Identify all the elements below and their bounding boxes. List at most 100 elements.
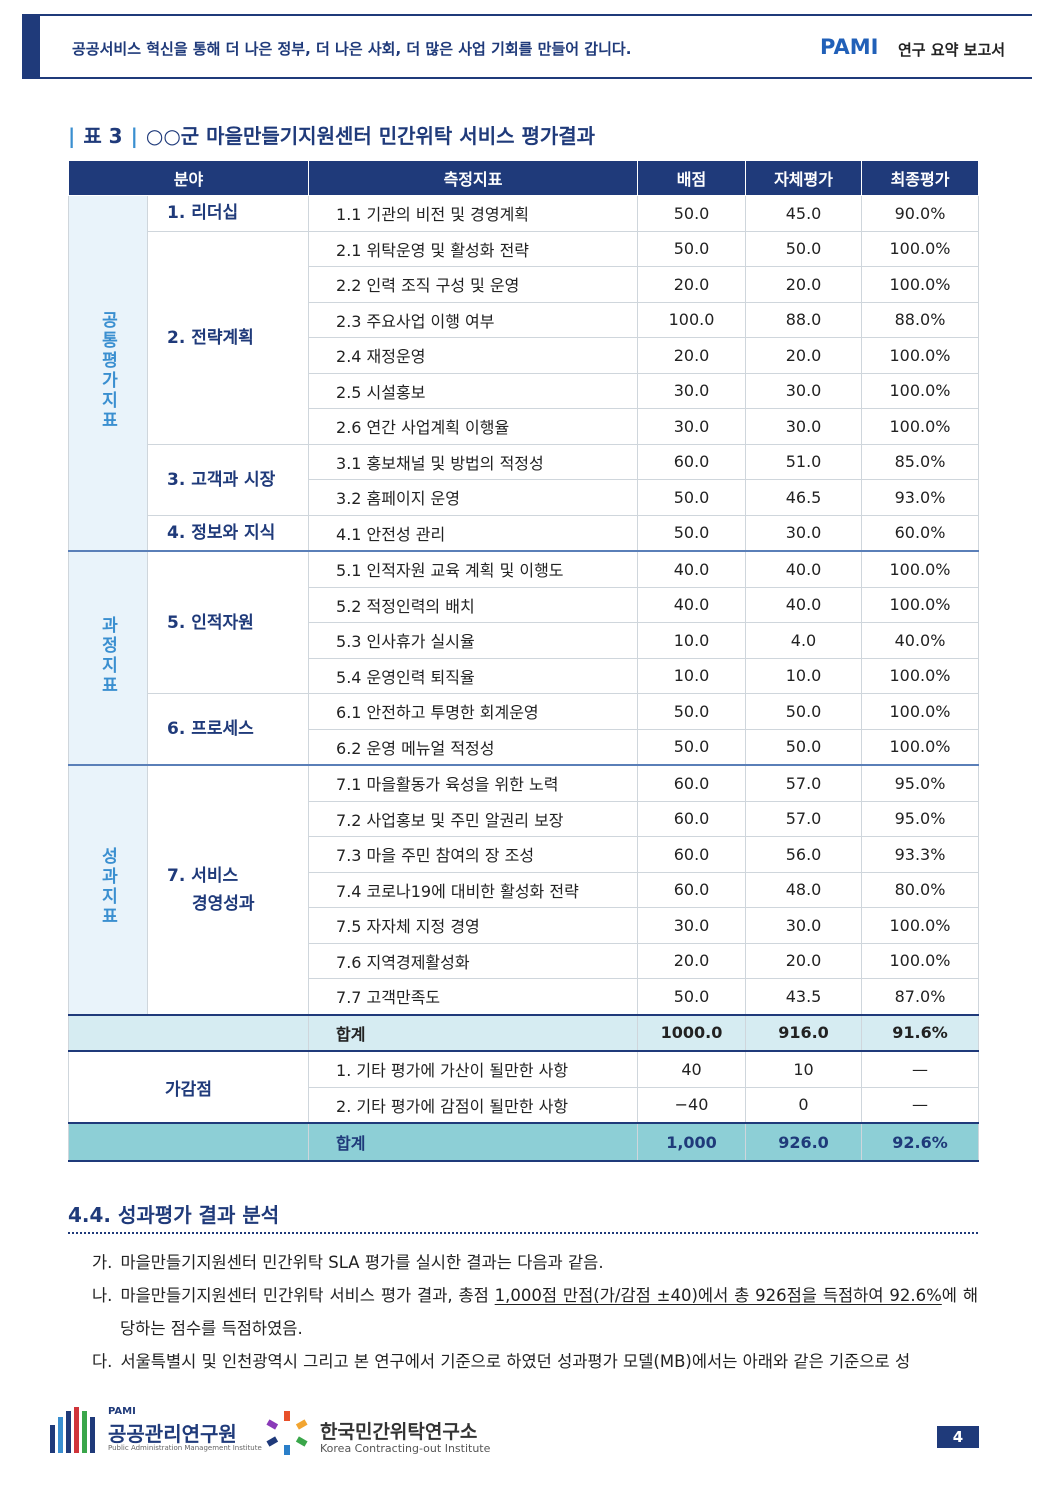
area-cell: 6. 프로세스 <box>146 693 310 766</box>
score: 50.0 <box>637 978 747 1015</box>
score: 100.0% <box>861 907 980 944</box>
indicator: 2.4 재정운영 <box>308 337 639 374</box>
total-row: 합계 1,000 926.0 92.6% <box>67 1122 980 1162</box>
table-row: 5.3 인사휴가 실시율 10.0 4.0 40.0% <box>69 622 980 659</box>
indicator: 5.2 적정인력의 배치 <box>308 586 639 623</box>
indicator: 5.1 인적자원 교육 계획 및 이행도 <box>308 550 639 588</box>
column-header: 분야 <box>67 160 310 196</box>
table-row: 5.2 적정인력의 배치 40.0 40.0 100.0% <box>69 586 980 623</box>
score: 30.0 <box>745 907 863 944</box>
score: 100.0% <box>861 408 980 445</box>
score: 40.0 <box>745 550 863 588</box>
list-marker: 나. <box>92 1286 113 1305</box>
score: 90.0% <box>861 195 980 232</box>
table-row: 공통평가지표 1. 리더십 1.1 기관의 비전 및 경영계획 50.0 45.0 90.… <box>68 195 980 552</box>
table-row: 7.3 마을 주민 참여의 장 조성 60.0 56.0 93.3% <box>69 836 980 873</box>
total-row: 합계 1000.0 916.0 91.6% <box>67 1013 980 1052</box>
total-label: 합계 <box>308 1122 639 1162</box>
score: 40.0 <box>745 586 863 623</box>
score: 50.0 <box>745 230 863 267</box>
indicator: 7.6 지역경제활성화 <box>308 942 639 979</box>
score: 50.0 <box>637 479 747 516</box>
score: 95.0% <box>861 764 980 802</box>
score: 10.0 <box>637 657 747 694</box>
indicator: 2. 기타 평가에 감점이 될만한 사항 <box>308 1086 639 1124</box>
section-heading: 4.4. 성과평가 결과 분석 <box>68 1203 280 1227</box>
table-title: | 표 3 | ○○군 마을만들기지원센터 민간위탁 서비스 평가결과 <box>68 120 595 149</box>
area-cell: 7. 서비스 경영성과 <box>146 764 310 1015</box>
table-row: 2.4 재정운영 20.0 20.0 100.0% <box>69 337 980 374</box>
score: 100.0% <box>861 337 980 374</box>
total-value: 1000.0 <box>637 1013 747 1052</box>
section-cell: 공통평가지표 <box>68 195 148 552</box>
score: 60.0 <box>637 800 747 837</box>
score: 50.0 <box>637 728 747 766</box>
score: 100.0% <box>861 942 980 979</box>
score: 50.0 <box>745 728 863 766</box>
page-number: 4 <box>937 1426 979 1448</box>
indicator: 6.2 운영 메뉴얼 적정성 <box>308 728 639 766</box>
score: 93.3% <box>861 836 980 873</box>
paragraph: 가. 마을만들기지원센터 민간위탁 SLA 평가를 실시한 결과는 다음과 같음. <box>68 1246 978 1279</box>
score: 50.0 <box>637 230 747 267</box>
score: 60.0% <box>861 514 980 552</box>
table-row: 6. 프로세스 6.1 안전하고 투명한 회계운영 50.0 50.0 100.0% <box>69 693 980 766</box>
area-cell: 3. 고객과 시장 <box>146 443 310 516</box>
score: 20.0 <box>745 942 863 979</box>
score: — <box>861 1050 980 1088</box>
score: 87.0% <box>861 978 980 1015</box>
score: 20.0 <box>745 337 863 374</box>
separator: | <box>130 124 138 148</box>
table-row: 2.5 시설홍보 30.0 30.0 100.0% <box>69 372 980 409</box>
area-name: 1. 리더십 <box>167 203 239 224</box>
score: 10.0 <box>637 622 747 659</box>
indicator: 7.4 코로나19에 대비한 활성화 전략 <box>308 871 639 908</box>
score: 100.0% <box>861 693 980 730</box>
score: 30.0 <box>637 372 747 409</box>
paragraph: 나. 마을만들기지원센터 민간위탁 서비스 평가 결과, 총점 1,000점 만점… <box>68 1279 978 1345</box>
section-cell: 성과지표 <box>68 764 148 1015</box>
indicator: 7.7 고객만족도 <box>308 978 639 1015</box>
logo-subtitle: Korea Contracting-out Institute <box>320 1442 491 1455</box>
indicator: 3.2 홈페이지 운영 <box>308 479 639 516</box>
header-row: 분야 측정지표 배점 자체평가 최종평가 <box>67 160 980 196</box>
adjust-row: 2. 기타 평가에 감점이 될만한 사항 −40 0— <box>69 1086 980 1124</box>
score: 30.0 <box>745 408 863 445</box>
list-marker: 다. <box>92 1352 113 1371</box>
score: 100.0% <box>861 266 980 303</box>
score: 88.0 <box>745 301 863 338</box>
table-row: 2.3 주요사업 이행 여부 100.0 88.0 88.0% <box>69 301 980 338</box>
area-name: 3. 고객과 시장 <box>167 469 276 490</box>
score: 50.0 <box>637 195 747 232</box>
table: 분야 측정지표 배점 자체평가 최종평가 공통평가지표 1. 리더십 1.1 기관의 비전 및… <box>67 160 980 1162</box>
area-cell: 1. 리더십 <box>146 195 310 232</box>
header-rule <box>22 77 1032 79</box>
score: 95.0% <box>861 800 980 837</box>
score: 51.0 <box>745 443 863 480</box>
score: 57.0 <box>745 800 863 837</box>
score: 48.0 <box>745 871 863 908</box>
area-name-line: 7. 서비스 <box>167 865 239 886</box>
header-rule <box>22 14 1032 16</box>
score: 10 <box>745 1050 863 1088</box>
score: 50.0 <box>637 514 747 552</box>
score: 100.0% <box>861 550 980 588</box>
separator: | <box>68 124 76 148</box>
score: 30.0 <box>637 408 747 445</box>
column-header: 최종평가 <box>861 160 980 196</box>
score: 46.5 <box>745 479 863 516</box>
score: 100.0% <box>861 372 980 409</box>
score: 20.0 <box>637 266 747 303</box>
score: 57.0 <box>745 764 863 802</box>
score: 60.0 <box>637 871 747 908</box>
underlined-text: 1,000점 만점(가/감점 ±40)에서 총 926점을 득점하여 92.6% <box>494 1286 942 1305</box>
column-header: 자체평가 <box>745 160 863 196</box>
indicator: 3.1 홍보채널 및 방법의 적정성 <box>308 443 639 480</box>
adjust-name: 가감점 <box>67 1050 310 1124</box>
paragraphs: 가. 마을만들기지원센터 민간위탁 SLA 평가를 실시한 결과는 다음과 같음.… <box>68 1246 978 1378</box>
indicator: 2.3 주요사업 이행 여부 <box>308 301 639 338</box>
score: 88.0% <box>861 301 980 338</box>
score: 40 <box>637 1050 747 1088</box>
total-value: 916.0 <box>745 1013 863 1052</box>
